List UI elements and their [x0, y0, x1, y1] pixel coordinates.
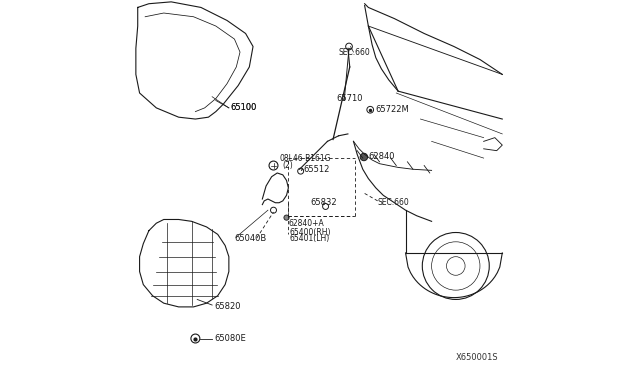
Text: 62840+A: 62840+A [289, 219, 324, 228]
Text: 65100: 65100 [230, 103, 257, 112]
Text: X650001S: X650001S [456, 353, 499, 362]
Text: 65400(RH): 65400(RH) [289, 228, 331, 237]
Circle shape [360, 153, 367, 161]
Text: 65080E: 65080E [214, 334, 246, 343]
Text: 65710: 65710 [337, 94, 364, 103]
Text: SEC.660: SEC.660 [339, 48, 371, 57]
Text: 65722M: 65722M [375, 105, 409, 114]
Text: 65040B: 65040B [234, 234, 267, 243]
Text: 65401(LH): 65401(LH) [289, 234, 330, 243]
Text: 08L46-B161G: 08L46-B161G [279, 154, 331, 163]
Text: 65832: 65832 [310, 198, 337, 207]
Text: (2): (2) [282, 161, 293, 170]
Text: SEC.660: SEC.660 [378, 198, 410, 207]
Text: 65100: 65100 [231, 103, 257, 112]
Text: 65820: 65820 [214, 302, 241, 311]
Text: 65512: 65512 [303, 165, 330, 174]
Text: 62840: 62840 [369, 152, 395, 161]
Circle shape [284, 215, 289, 220]
